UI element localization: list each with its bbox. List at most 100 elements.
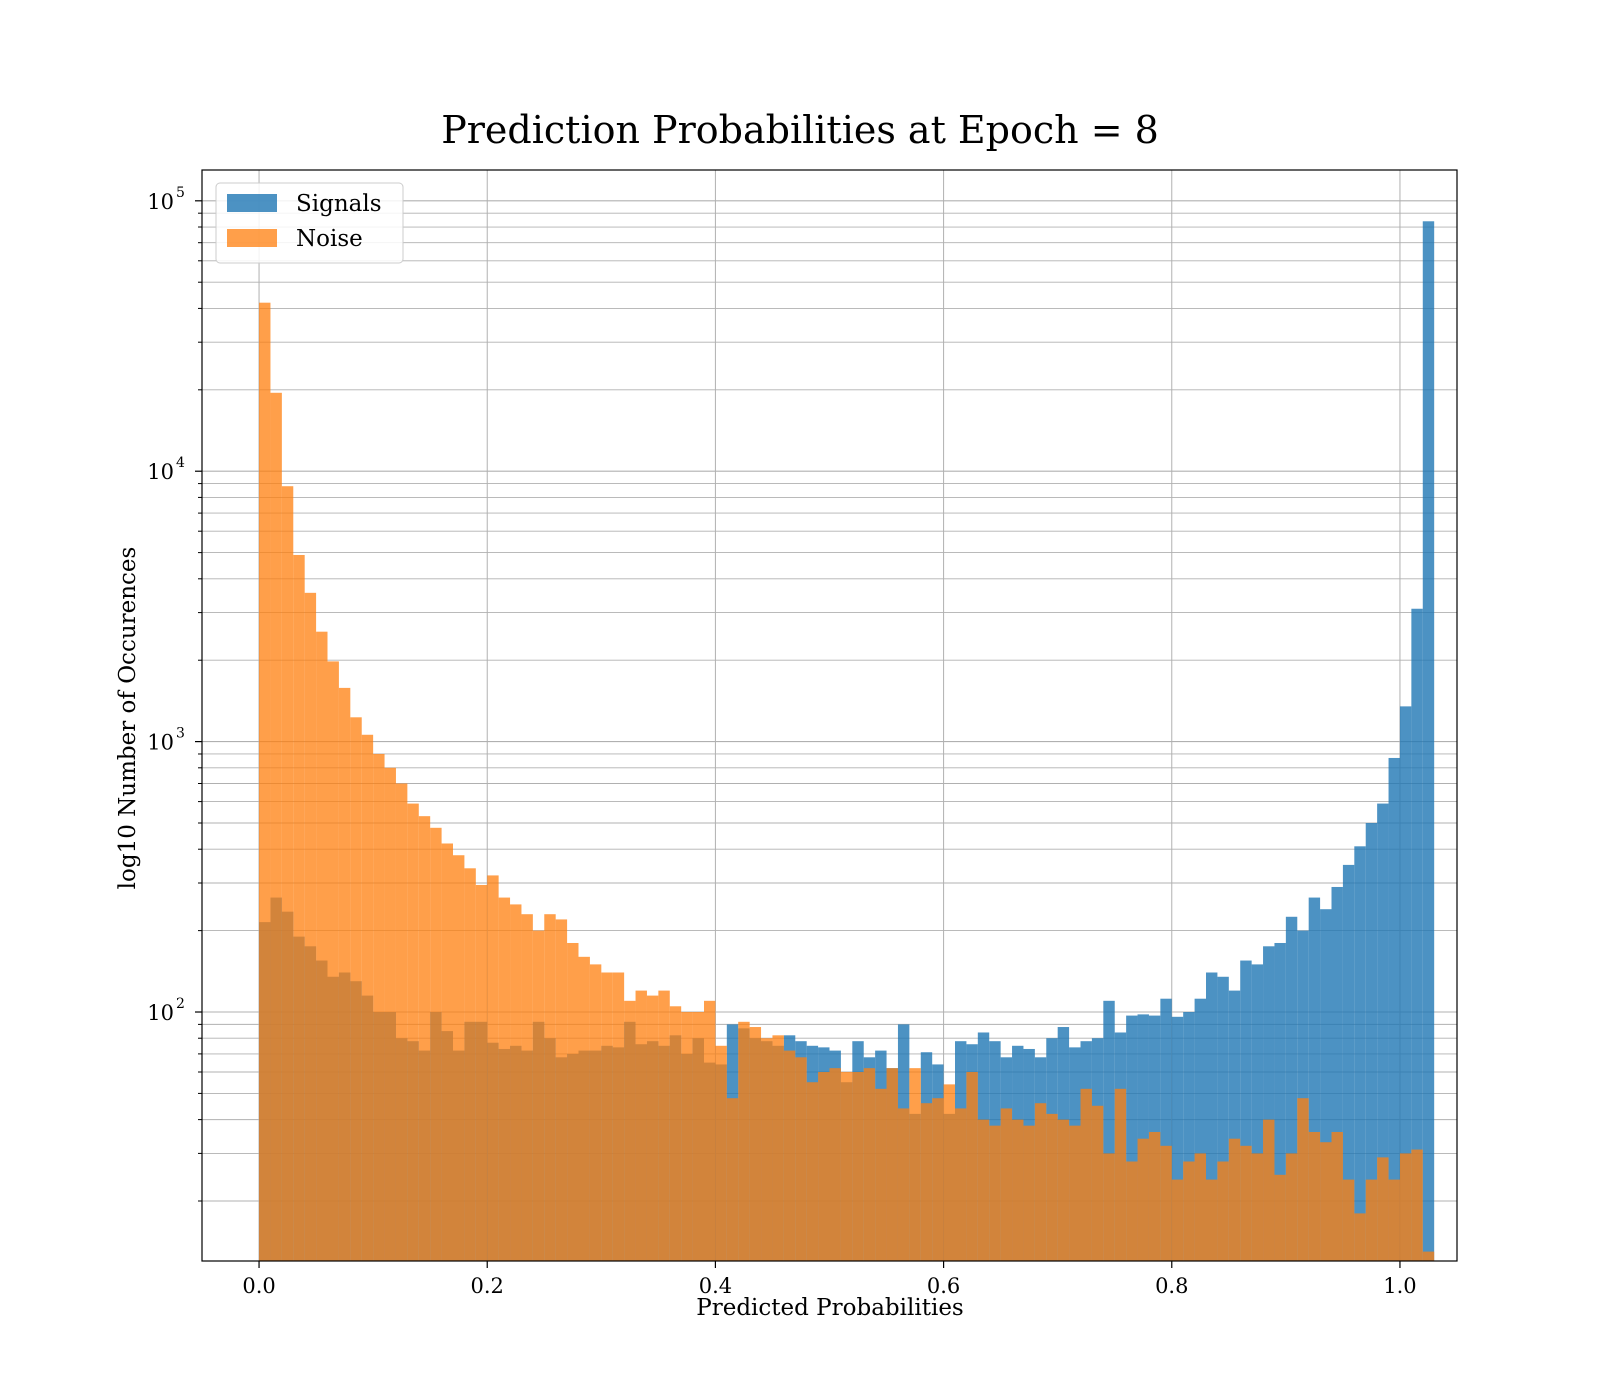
noise-bar [783,1050,796,1261]
noise-bar [555,919,568,1261]
y-tick-exponent: 4 [176,455,185,471]
noise-bar [1240,1145,1252,1261]
noise-bar [601,972,613,1261]
noise-bar [338,687,351,1261]
noise-bar [977,1119,990,1261]
noise-bar [430,827,442,1261]
signals-bar [1137,1014,1149,1261]
noise-bar [532,930,545,1261]
noise-bar [875,1088,887,1261]
noise-bar [1411,1149,1423,1261]
noise-bar [293,554,305,1261]
signals-bar [1274,942,1286,1261]
noise-bar [692,1012,704,1261]
noise-bar [1012,1119,1024,1261]
noise-bar [681,1012,693,1261]
noise-bar [943,1084,955,1261]
noise-bar [1057,1119,1070,1261]
noise-bar [1103,1153,1115,1261]
x-tick-label: 0.2 [471,1274,504,1298]
legend-swatch-signals [227,194,277,212]
signals-bar [1365,823,1378,1261]
noise-bar [1148,1131,1161,1261]
noise-bar [567,942,579,1261]
noise-bar [316,631,328,1261]
noise-bar [1023,1125,1035,1261]
signals-bar [1320,909,1332,1261]
noise-bar [806,1082,819,1261]
noise-bar [955,1108,967,1261]
x-axis-label: Predicted Probabilities [696,1295,964,1321]
signals-bar [1194,998,1206,1261]
x-tick-label: 0.4 [699,1274,732,1298]
signals-bar [1126,1015,1138,1261]
noise-bar [395,783,408,1261]
noise-bar [589,964,602,1261]
noise-bar [1137,1138,1149,1261]
noise-bar [1274,1174,1286,1261]
noise-bar [510,904,522,1261]
noise-bar [624,1000,636,1261]
signals-bar [1285,916,1298,1261]
x-tick-label: 0.6 [927,1274,960,1298]
noise-bar [1160,1145,1172,1261]
noise-bar [304,592,317,1261]
noise-bar [1377,1157,1389,1261]
signals-bar [1183,1012,1195,1261]
signals-bar [1388,757,1400,1261]
noise-bar [327,661,339,1261]
noise-bar [259,302,271,1261]
noise-bar [441,843,453,1261]
noise-bar [1342,1179,1355,1261]
legend-label-noise: Noise [296,226,363,252]
signals-bar [1263,946,1275,1261]
noise-bar [487,875,499,1261]
noise-bar [1114,1088,1127,1261]
noise-bar [932,1098,944,1261]
y-tick-exponent: 3 [176,726,185,742]
noise-bar [407,803,419,1261]
signals-bar [1206,972,1218,1261]
noise-bar [989,1125,1001,1261]
noise-bar [578,956,590,1261]
signals-bar [1342,864,1355,1261]
noise-bar [1217,1161,1229,1261]
noise-bar [384,767,396,1261]
noise-bar [829,1068,841,1261]
noise-bar [350,717,362,1261]
y-tick-exponent: 5 [176,185,185,201]
y-tick-label: 10 [147,460,174,484]
noise-bar [669,1006,682,1261]
noise-bar [704,1000,716,1261]
signals-bar [1399,706,1412,1261]
signals-bar [1377,803,1389,1261]
noise-bar [772,1035,784,1261]
noise-bar [1183,1161,1195,1261]
noise-bar [1399,1153,1412,1261]
legend: Signals Noise [215,182,404,264]
noise-bar [1126,1161,1138,1261]
x-tick-label: 1.0 [1383,1274,1416,1298]
noise-bar [863,1068,876,1261]
y-tick-label: 10 [147,190,174,214]
noise-bar [795,1057,807,1261]
noise-bar [1000,1108,1013,1261]
noise-bar [715,1045,727,1261]
noise-bar [1354,1213,1366,1261]
signals-bar [1411,608,1423,1261]
noise-bar [1206,1179,1218,1261]
noise-bar [373,753,385,1261]
noise-bar [521,914,533,1261]
noise-bar [726,1098,739,1261]
noise-bar [361,734,374,1261]
noise-bar [1263,1119,1275,1261]
noise-bar [418,816,431,1261]
noise-bar [1046,1113,1058,1261]
noise-bar [281,486,294,1261]
noise-bar [1285,1153,1298,1261]
signals-bar [1251,964,1264,1261]
x-tick-label: 0.0 [242,1274,275,1298]
noise-bar [475,884,488,1261]
noise-bar [1091,1105,1104,1261]
signals-bar [1240,960,1252,1261]
